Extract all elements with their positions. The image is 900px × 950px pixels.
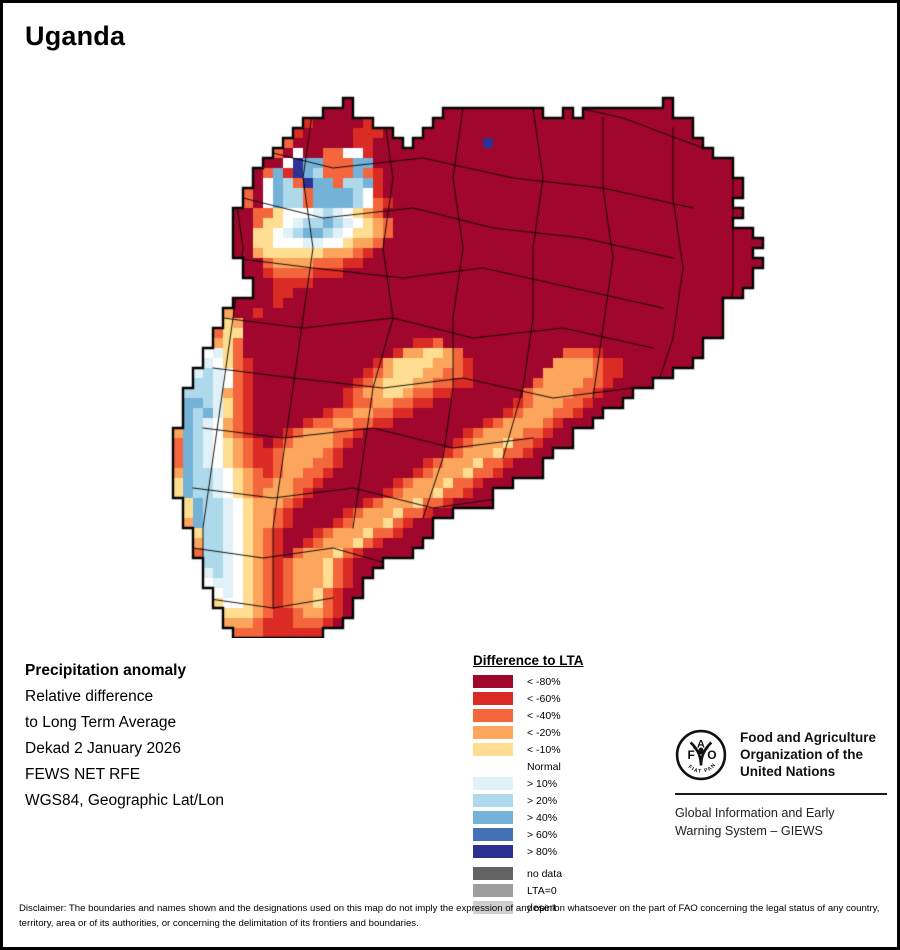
caption-line-2: to Long Term Average	[25, 714, 177, 731]
legend-extra-swatch	[473, 867, 513, 880]
fao-org-line-2: Organization of the	[740, 747, 863, 762]
legend-title: Difference to LTA	[473, 653, 584, 668]
fao-org-line-3: United Nations	[740, 764, 836, 779]
legend-item-swatch	[473, 760, 513, 773]
legend-item-row: > 80%	[473, 843, 643, 860]
legend-extra-swatch	[473, 884, 513, 897]
fao-subtitle: Global Information and Early Warning Sys…	[675, 804, 887, 840]
legend-item-row: < -60%	[473, 690, 643, 707]
legend-item-row: < -40%	[473, 707, 643, 724]
fao-organization-name: Food and Agriculture Organization of the…	[740, 729, 876, 780]
legend-item-row: < -80%	[473, 673, 643, 690]
legend-extra-row: LTA=0	[473, 882, 643, 899]
legend-item-label: > 60%	[527, 828, 558, 841]
fao-org-line-1: Food and Agriculture	[740, 730, 876, 745]
fao-header: F A O FIAT PANIS Food and Agriculture Or…	[673, 725, 887, 781]
legend-item-label: > 40%	[527, 811, 558, 824]
legend-extra-swatch	[473, 901, 513, 914]
choropleth-map	[153, 58, 773, 638]
caption-line-title: Precipitation anomaly	[25, 662, 187, 679]
legend-item-swatch	[473, 675, 513, 688]
legend-item-swatch	[473, 726, 513, 739]
legend-item-label: Normal	[527, 760, 561, 773]
caption-line-4: FEWS NET RFE	[25, 766, 141, 783]
legend-extra-label: LTA=0	[527, 884, 557, 897]
legend-extra-row: no data	[473, 865, 643, 882]
legend-item-label: > 10%	[527, 777, 558, 790]
legend-item-swatch	[473, 828, 513, 841]
legend-item-swatch	[473, 692, 513, 705]
legend-item-swatch	[473, 709, 513, 722]
legend-item-row: > 60%	[473, 826, 643, 843]
legend-item-row: > 20%	[473, 792, 643, 809]
legend-item-row: < -20%	[473, 724, 643, 741]
caption-line-5: WGS84, Geographic Lat/Lon	[25, 792, 225, 809]
fao-subtitle-line-2: Warning System – GIEWS	[675, 824, 823, 838]
legend-item-row: > 10%	[473, 775, 643, 792]
caption-line-3: Dekad 2 January 2026	[25, 740, 181, 757]
legend-extra-label: no data	[527, 867, 563, 880]
fao-logo: F A O FIAT PANIS	[673, 725, 727, 781]
legend-item-swatch	[473, 794, 513, 807]
fao-branding: F A O FIAT PANIS Food and Agriculture Or…	[673, 725, 887, 840]
legend-item-label: > 20%	[527, 794, 558, 807]
disclaimer: Disclaimer: The boundaries and names sho…	[19, 903, 880, 929]
fao-divider	[675, 793, 887, 795]
legend-item-swatch	[473, 777, 513, 790]
legend-item-swatch	[473, 811, 513, 824]
legend-item-label: < -10%	[527, 743, 561, 756]
map-legend: Difference to LTA < -80% < -60% < -40% < -2…	[473, 653, 643, 916]
fao-subtitle-line-1: Global Information and Early	[675, 806, 835, 820]
legend-item-row: > 40%	[473, 809, 643, 826]
legend-item-label: < -80%	[527, 675, 561, 688]
legend-item-swatch	[473, 845, 513, 858]
legend-extra-label: desert	[527, 901, 557, 914]
map-caption: Precipitation anomaly Relative differenc…	[25, 658, 325, 814]
caption-line-1: Relative difference	[25, 688, 154, 705]
legend-item-label: < -60%	[527, 692, 561, 705]
legend-item-swatch	[473, 743, 513, 756]
legend-items: < -80% < -60% < -40% < -20% < -10% Normal > 10…	[473, 673, 643, 860]
map-raster-canvas	[153, 58, 773, 638]
svg-text:A: A	[697, 739, 705, 751]
legend-extra-row: desert	[473, 899, 643, 916]
legend-item-row: Normal	[473, 758, 643, 775]
legend-extra-items: no data LTA=0 desert	[473, 865, 643, 916]
legend-item-label: < -20%	[527, 726, 561, 739]
legend-item-label: > 80%	[527, 845, 558, 858]
legend-item-label: < -40%	[527, 709, 561, 722]
legend-item-row: < -10%	[473, 741, 643, 758]
page-title: Uganda	[25, 21, 126, 51]
svg-text:O: O	[707, 748, 716, 762]
svg-text:F: F	[687, 748, 694, 762]
